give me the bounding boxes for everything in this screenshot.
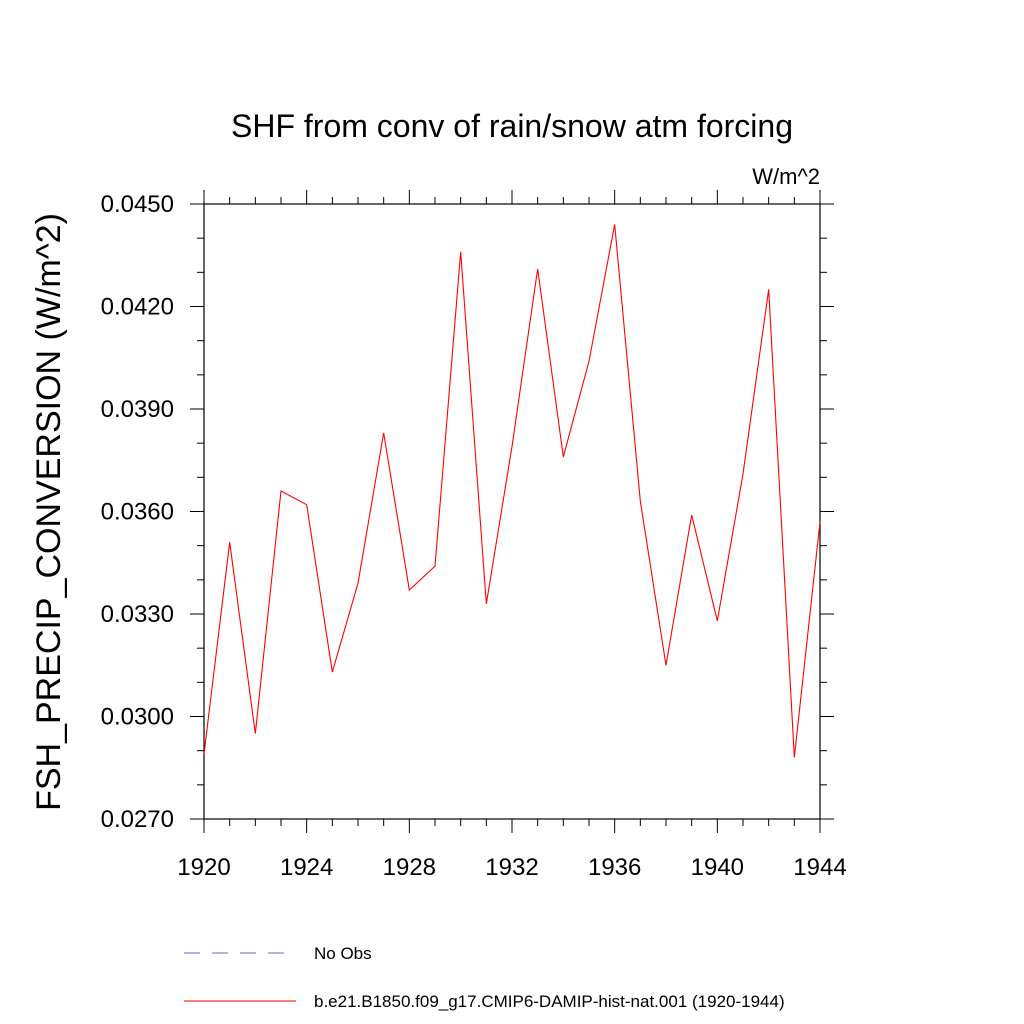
y-tick-label: 0.0270 bbox=[101, 806, 174, 833]
axis-ticks bbox=[190, 190, 834, 833]
legend-label-model-run: b.e21.B1850.f09_g17.CMIP6-DAMIP-hist-nat… bbox=[314, 992, 785, 1011]
legend: No Obs b.e21.B1850.f09_g17.CMIP6-DAMIP-h… bbox=[184, 944, 785, 1011]
y-tick-label: 0.0390 bbox=[101, 396, 174, 423]
series-line bbox=[203, 224, 821, 758]
y-tick-label: 0.0360 bbox=[101, 499, 174, 526]
y-tick-label: 0.0330 bbox=[101, 601, 174, 628]
y-tick-label: 0.0420 bbox=[101, 294, 174, 321]
series-group bbox=[203, 224, 821, 758]
x-tick-label: 1920 bbox=[177, 854, 230, 881]
plot-border bbox=[203, 203, 821, 820]
x-tick-label: 1928 bbox=[383, 854, 436, 881]
x-tick-label: 1944 bbox=[793, 854, 846, 881]
plot-frame bbox=[203, 203, 821, 820]
y-tick-label: 0.0450 bbox=[101, 191, 174, 218]
units-label: W/m^2 bbox=[752, 164, 820, 189]
x-tick-label: 1940 bbox=[691, 854, 744, 881]
y-axis-label: FSH_PRECIP_CONVERSION (W/m^2) bbox=[30, 213, 68, 811]
x-tick-label: 1932 bbox=[485, 854, 538, 881]
y-tick-label: 0.0300 bbox=[101, 704, 174, 731]
x-tick-labels: 1920 1924 1928 1932 1936 1940 1944 bbox=[177, 854, 846, 881]
x-tick-label: 1936 bbox=[588, 854, 641, 881]
chart-title: SHF from conv of rain/snow atm forcing bbox=[231, 108, 793, 144]
x-tick-label: 1924 bbox=[280, 854, 333, 881]
legend-label-no-obs: No Obs bbox=[314, 944, 372, 963]
y-tick-labels: 0.0270 0.0300 0.0330 0.0360 0.0390 0.0420 0.04… bbox=[101, 191, 174, 833]
